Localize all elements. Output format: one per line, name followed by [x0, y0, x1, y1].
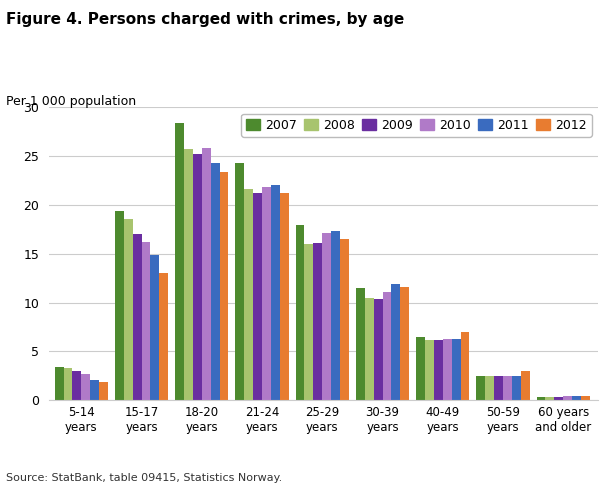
Bar — [554, 397, 563, 400]
Text: Source: StatBank, table 09415, Statistics Norway.: Source: StatBank, table 09415, Statistic… — [6, 473, 282, 483]
Bar — [235, 163, 244, 400]
Bar — [210, 163, 220, 400]
Bar — [485, 376, 494, 400]
Bar — [262, 187, 271, 400]
Bar — [461, 332, 470, 400]
Bar — [545, 397, 554, 400]
Bar — [99, 382, 108, 400]
Bar — [322, 233, 331, 400]
Bar — [572, 396, 581, 400]
Bar — [73, 371, 81, 400]
Bar — [63, 368, 73, 400]
Bar — [392, 284, 400, 400]
Bar — [416, 337, 425, 400]
Bar — [400, 287, 409, 400]
Bar — [434, 340, 443, 400]
Text: Figure 4. Persons charged with crimes, by age: Figure 4. Persons charged with crimes, b… — [6, 12, 404, 27]
Bar — [175, 123, 184, 400]
Bar — [220, 172, 229, 400]
Bar — [425, 340, 434, 400]
Bar — [382, 292, 392, 400]
Bar — [476, 376, 485, 400]
Text: Per 1 000 population: Per 1 000 population — [6, 95, 136, 108]
Bar — [340, 239, 349, 400]
Bar — [184, 149, 193, 400]
Bar — [296, 225, 304, 400]
Bar — [132, 234, 142, 400]
Bar — [314, 243, 322, 400]
Bar — [244, 189, 253, 400]
Bar — [494, 376, 503, 400]
Bar — [521, 371, 529, 400]
Bar — [331, 231, 340, 400]
Bar — [151, 255, 159, 400]
Bar — [142, 242, 151, 400]
Bar — [193, 154, 202, 400]
Bar — [124, 219, 132, 400]
Bar — [451, 339, 461, 400]
Bar — [159, 273, 168, 400]
Bar — [537, 397, 545, 400]
Bar — [271, 185, 280, 400]
Bar — [503, 376, 512, 400]
Bar — [253, 193, 262, 400]
Bar — [55, 367, 63, 400]
Legend: 2007, 2008, 2009, 2010, 2011, 2012: 2007, 2008, 2009, 2010, 2011, 2012 — [241, 114, 592, 137]
Bar — [581, 396, 590, 400]
Bar — [304, 244, 314, 400]
Bar — [356, 288, 365, 400]
Bar — [90, 380, 99, 400]
Bar — [512, 376, 521, 400]
Bar — [202, 148, 210, 400]
Bar — [443, 339, 451, 400]
Bar — [365, 298, 373, 400]
Bar — [115, 211, 124, 400]
Bar — [81, 374, 90, 400]
Bar — [563, 396, 572, 400]
Bar — [280, 193, 289, 400]
Bar — [373, 299, 382, 400]
